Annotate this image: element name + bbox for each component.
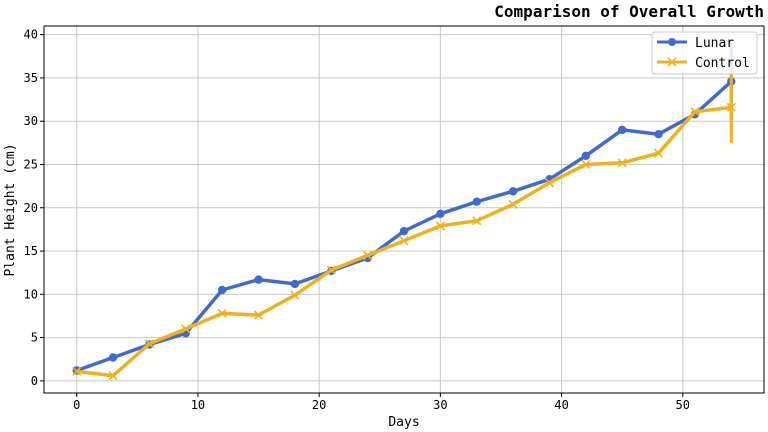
- y-axis-label: Plant Height (cm): [3, 143, 18, 276]
- y-tick-label: 10: [24, 287, 38, 301]
- data-point-lunar: [108, 353, 118, 362]
- y-tick-label: 40: [24, 28, 38, 42]
- x-tick-label: 0: [73, 398, 80, 412]
- data-point-control: [108, 371, 118, 381]
- plot-frame: [43, 25, 765, 394]
- data-point-control: [617, 158, 627, 168]
- y-tick-label: 0: [31, 374, 38, 388]
- x-tick-label: 50: [676, 398, 690, 412]
- data-point-control: [653, 148, 664, 158]
- data-point-lunar: [654, 129, 663, 139]
- legend-lunar-marker: [668, 38, 676, 46]
- data-point-lunar: [399, 226, 409, 236]
- data-point-control: [435, 221, 445, 231]
- y-tick-label: 5: [31, 331, 38, 345]
- data-point-lunar: [617, 125, 627, 135]
- y-tick-label: 35: [24, 71, 38, 85]
- data-point-control: [581, 159, 591, 170]
- legend-control-marker: [667, 57, 677, 67]
- legend: Lunar Control: [651, 31, 758, 75]
- data-point-lunar: [290, 279, 300, 289]
- series-lunar: [72, 42, 736, 375]
- data-point-control: [508, 199, 518, 209]
- data-point-control: [72, 366, 82, 376]
- data-point-lunar: [217, 285, 227, 295]
- data-point-control: [181, 324, 191, 334]
- data-point-control: [326, 265, 336, 275]
- data-point-control: [144, 339, 155, 349]
- data-point-control: [253, 310, 264, 320]
- x-tick-label: 10: [191, 398, 205, 412]
- x-tick-label: 40: [554, 398, 568, 412]
- data-point-control: [690, 107, 700, 117]
- data-point-control: [544, 178, 555, 188]
- x-axis: 0 10 20 30 40 50: [73, 393, 690, 412]
- x-tick-label: 30: [433, 398, 447, 412]
- data-point-control: [363, 250, 373, 260]
- y-tick-label: 15: [24, 244, 38, 258]
- x-axis-label: Days: [388, 415, 419, 430]
- data-point-control: [399, 236, 409, 246]
- y-tick-label: 20: [24, 201, 38, 215]
- series-control: [72, 71, 736, 381]
- legend-lunar-label: Lunar: [695, 36, 734, 51]
- series-line-lunar: [76, 80, 733, 373]
- legend-control-x: [667, 57, 677, 67]
- data-point-lunar: [436, 209, 445, 219]
- y-axis: 0 5 10 15 20 25 30 35 40: [24, 28, 44, 388]
- series-group: [72, 42, 736, 381]
- data-point-lunar: [472, 197, 481, 206]
- legend-control-label: Control: [695, 56, 750, 71]
- grid: [44, 26, 764, 393]
- data-point-lunar: [508, 187, 518, 196]
- data-point-lunar: [254, 275, 263, 284]
- y-tick-label: 25: [24, 157, 38, 171]
- data-point-control: [290, 290, 300, 300]
- data-point-control: [472, 216, 482, 226]
- data-point-control: [217, 308, 227, 318]
- y-tick-label: 30: [24, 114, 38, 128]
- chart-title: Comparison of Overall Growth: [494, 2, 764, 21]
- x-tick-label: 20: [312, 398, 326, 412]
- data-point-lunar: [581, 151, 591, 161]
